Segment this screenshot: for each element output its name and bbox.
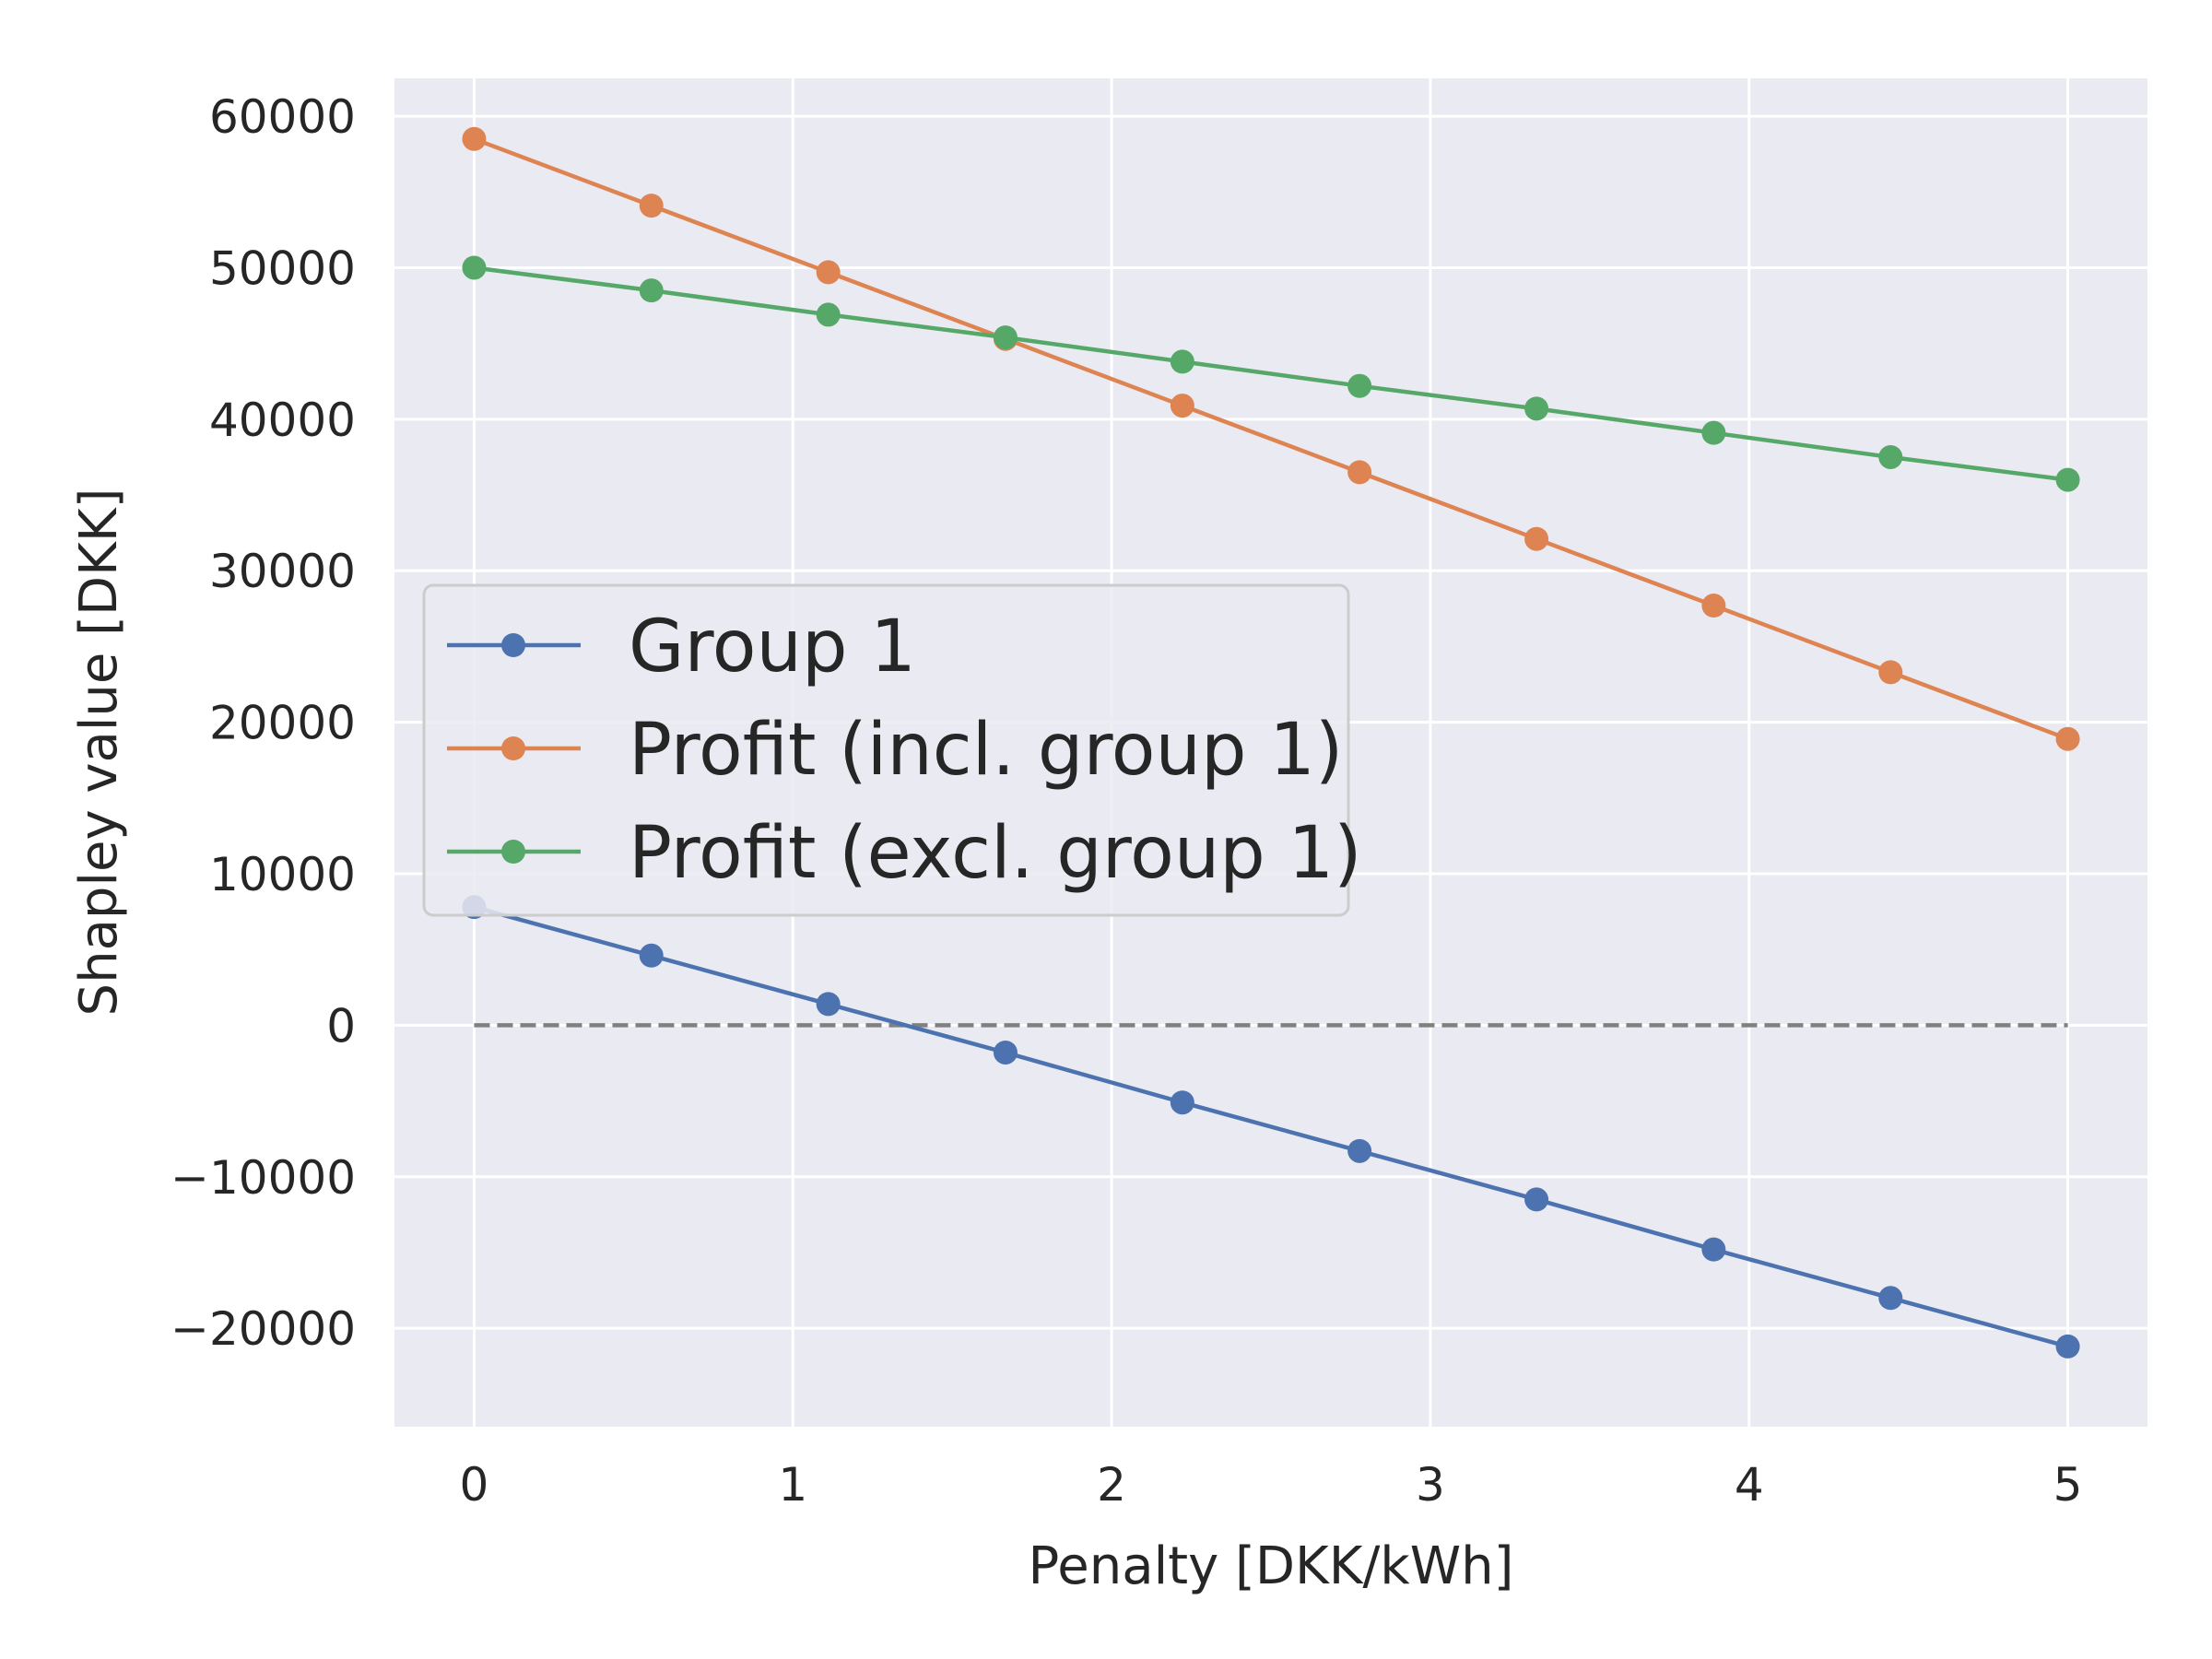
series-1-point-5: [1347, 1138, 1372, 1163]
x-tick-label-4: 4: [1735, 1458, 1764, 1512]
series-2-point-2: [816, 260, 841, 285]
y-tick-label-8: 60000: [209, 90, 356, 144]
y-tick-label-4: 20000: [209, 697, 356, 750]
y-tick-label-1: −10000: [171, 1151, 356, 1205]
legend-label-3: Profit (excl. group 1): [629, 812, 1362, 895]
y-tick-labels: −20000 −10000 0 10000 20000 30000 40000 50000 60…: [171, 90, 356, 1356]
y-tick-label-3: 10000: [209, 848, 356, 901]
series-1-point-7: [1701, 1237, 1726, 1262]
legend-marker-2: [501, 736, 525, 760]
legend-label-2: Profit (incl. group 1): [629, 709, 1343, 792]
series-3-point-7: [1701, 420, 1726, 445]
series-2-point-1: [639, 194, 664, 218]
legend-marker-1: [501, 633, 525, 657]
series-1-point-6: [1524, 1187, 1549, 1212]
series-1-point-3: [993, 1040, 1018, 1065]
legend-frame: [422, 583, 1350, 917]
series-3-point-1: [639, 278, 664, 303]
series-3-point-2: [816, 302, 841, 327]
series-3-point-8: [1878, 444, 1903, 469]
series-line-1: [472, 904, 2070, 1349]
series-3-point-5: [1347, 373, 1372, 398]
series-2-point-6: [1524, 526, 1549, 551]
series-2-point-8: [1878, 660, 1903, 685]
x-tick-label-0: 0: [460, 1458, 489, 1512]
x-tick-label-1: 1: [778, 1458, 807, 1512]
x-tick-labels: 0 1 2 3 4 5: [460, 1458, 2083, 1512]
legend-label-1: Group 1: [629, 606, 916, 688]
y-tick-label-5: 30000: [209, 545, 356, 598]
x-tick-label-3: 3: [1416, 1458, 1445, 1512]
y-tick-label-2: 0: [326, 999, 356, 1053]
series-2-point-5: [1347, 460, 1372, 485]
series-2-point-0: [462, 126, 487, 151]
legend-marker-3: [501, 840, 525, 864]
y-tick-label-0: −20000: [171, 1302, 356, 1356]
series-line-2: [472, 136, 2070, 741]
y-tick-label-7: 50000: [209, 241, 356, 295]
series-3-point-9: [2055, 467, 2080, 492]
series-1-point-4: [1170, 1090, 1194, 1115]
x-tick-label-5: 5: [2053, 1458, 2083, 1512]
series-3-point-3: [993, 325, 1018, 350]
y-tick-label-6: 40000: [209, 394, 356, 447]
series-1-point-8: [1878, 1286, 1903, 1311]
legend: Group 1 Profit (incl. group 1) Profit (exc…: [422, 583, 1362, 917]
series-1-point-1: [639, 943, 664, 968]
series-1-point-2: [816, 992, 841, 1017]
series-3-point-6: [1524, 396, 1549, 421]
x-axis-label: Penalty [DKK/kWh]: [1029, 1536, 1514, 1596]
x-tick-label-2: 2: [1097, 1458, 1126, 1512]
series-3-point-0: [462, 255, 487, 280]
series-1-point-9: [2055, 1334, 2080, 1359]
series-2-point-4: [1170, 394, 1194, 418]
series-3-point-4: [1170, 349, 1194, 374]
series-2-point-9: [2055, 726, 2080, 751]
series-line-3: [472, 265, 2070, 482]
series-2-point-7: [1701, 594, 1726, 618]
series-group: [462, 126, 2080, 1359]
y-axis-label: Shapley value [DKK]: [69, 488, 129, 1017]
